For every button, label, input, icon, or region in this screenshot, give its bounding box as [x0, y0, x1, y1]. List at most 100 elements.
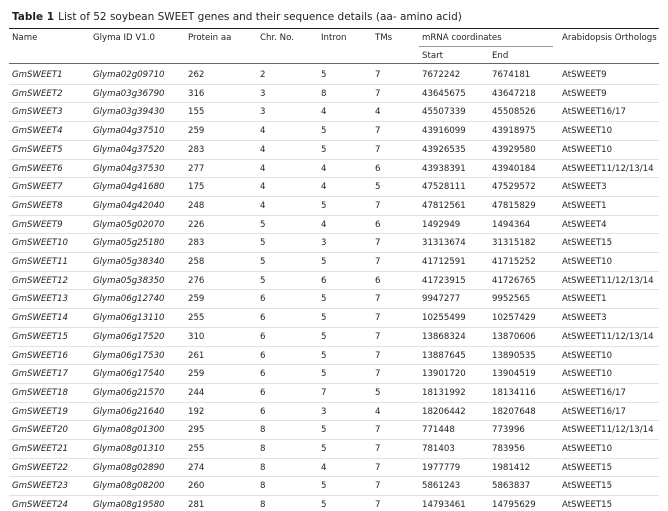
- table-cell: 3: [321, 406, 327, 417]
- table-cell: 5: [375, 182, 381, 193]
- group-rule: [419, 46, 553, 47]
- column-header: Arabidopsis Orthologs: [562, 33, 657, 43]
- table-cell: 47812561: [422, 200, 466, 211]
- table-cell: 13870606: [492, 331, 536, 342]
- table-cell: GmSWEET21: [12, 444, 69, 454]
- table-cell: 7: [375, 313, 381, 324]
- row-separator: [9, 382, 659, 384]
- table-cell: 4: [321, 182, 327, 193]
- table-cell: AtSWEET10: [562, 144, 613, 155]
- table-cell: 4: [260, 126, 266, 137]
- table-cell: GmSWEET16: [12, 350, 69, 361]
- table-cell: GmSWEET4: [12, 126, 63, 137]
- table-cell: 41723915: [422, 275, 466, 286]
- table-cell: 41726765: [492, 275, 536, 286]
- table-cell: AtSWEET15: [562, 462, 613, 473]
- table-cell: AtSWEET15: [562, 481, 613, 492]
- table-cell: 7: [375, 350, 381, 361]
- table-cell: Glyma03g39430: [93, 107, 165, 118]
- table-cell: AtSWEET15: [562, 238, 613, 249]
- table-cell: 7: [375, 294, 381, 305]
- table-cell: Glyma04g37530: [93, 163, 165, 174]
- table-cell: 43929580: [492, 144, 536, 155]
- table-cell: AtSWEET9: [562, 70, 607, 80]
- table-cell: 255: [188, 444, 205, 454]
- table-cell: Glyma08g08200: [93, 481, 165, 492]
- table-cell: GmSWEET8: [12, 200, 63, 211]
- table-cell: 6: [260, 331, 266, 342]
- table-cell: 7: [375, 369, 381, 380]
- table-cell: 4: [260, 200, 266, 211]
- table-cell: GmSWEET10: [12, 238, 69, 249]
- table-cell: 4: [321, 163, 327, 174]
- table-cell: 283: [188, 238, 205, 249]
- table-cell: GmSWEET7: [12, 182, 63, 193]
- table-cell: 5: [321, 126, 327, 137]
- table-cell: AtSWEET10: [562, 126, 613, 137]
- table-cell: 6: [375, 219, 381, 230]
- table-cell: 2: [260, 70, 266, 80]
- row-separator: [9, 195, 659, 197]
- table-cell: 281: [188, 500, 205, 511]
- row-separator: [9, 364, 659, 366]
- table-cell: 5: [321, 294, 327, 305]
- table-cell: 1977779: [422, 462, 461, 473]
- table-cell: 248: [188, 200, 205, 211]
- table-cell: 5863837: [492, 481, 531, 492]
- table-cell: 5: [321, 313, 327, 324]
- table-cell: 8: [260, 500, 266, 511]
- table-cell: AtSWEET10: [562, 444, 613, 454]
- table-cell: 1494364: [492, 219, 531, 230]
- table-cell: 18206442: [422, 406, 466, 417]
- table-cell: 13887645: [422, 350, 466, 361]
- table-cell: 43645675: [422, 88, 466, 99]
- table-cell: 260: [188, 481, 205, 492]
- table-cell: AtSWEET1: [562, 200, 607, 211]
- column-subheader: Start: [422, 51, 443, 61]
- table-cell: AtSWEET1: [562, 294, 607, 305]
- table-cell: 5: [260, 257, 266, 267]
- table-cell: 6: [260, 350, 266, 361]
- table-cell: 43938391: [422, 163, 466, 174]
- table-cell: Glyma04g37520: [93, 144, 165, 155]
- table-cell: 5: [321, 70, 327, 80]
- table-cell: 47815829: [492, 200, 536, 211]
- column-header: Protein aa: [188, 33, 232, 43]
- table-cell: 4: [260, 182, 266, 193]
- table-cell: 781403: [422, 444, 455, 454]
- table-cell: 6: [375, 275, 381, 286]
- column-header: Chr. No.: [260, 33, 294, 43]
- column-header: Glyma ID V1.0: [93, 33, 155, 43]
- table-cell: 5861243: [422, 481, 461, 492]
- table-cell: 18207648: [492, 406, 536, 417]
- table-cell: GmSWEET14: [12, 313, 69, 324]
- table-cell: 1981412: [492, 462, 531, 473]
- table-cell: AtSWEET10: [562, 369, 613, 380]
- table-cell: 5: [375, 387, 381, 398]
- table-cell: 43647218: [492, 88, 536, 99]
- table-cell: 5: [321, 444, 327, 454]
- table-cell: 8: [260, 462, 266, 473]
- column-subheader: End: [492, 51, 509, 61]
- table-cell: Glyma06g12740: [93, 294, 165, 305]
- column-header: Name: [12, 33, 38, 43]
- table-cell: 5: [321, 257, 327, 267]
- table-cell: AtSWEET9: [562, 88, 607, 99]
- table-cell: 6: [260, 387, 266, 398]
- table-cell: 13890535: [492, 350, 536, 361]
- table-cell: 7: [375, 144, 381, 155]
- row-separator: [9, 177, 659, 179]
- table-cell: 9952565: [492, 294, 531, 305]
- table-cell: 276: [188, 275, 205, 286]
- table-cell: 773996: [492, 425, 525, 436]
- table-cell: 4: [321, 107, 327, 118]
- table-cell: 316: [188, 88, 205, 99]
- table-cell: 43916099: [422, 126, 466, 137]
- table-cell: Glyma04g42040: [93, 200, 165, 211]
- table-cell: 47529572: [492, 182, 536, 193]
- table-cell: Glyma06g21640: [93, 406, 165, 417]
- table-cell: GmSWEET3: [12, 107, 63, 118]
- table-cell: 41712591: [422, 257, 466, 267]
- table-cell: GmSWEET17: [12, 369, 69, 380]
